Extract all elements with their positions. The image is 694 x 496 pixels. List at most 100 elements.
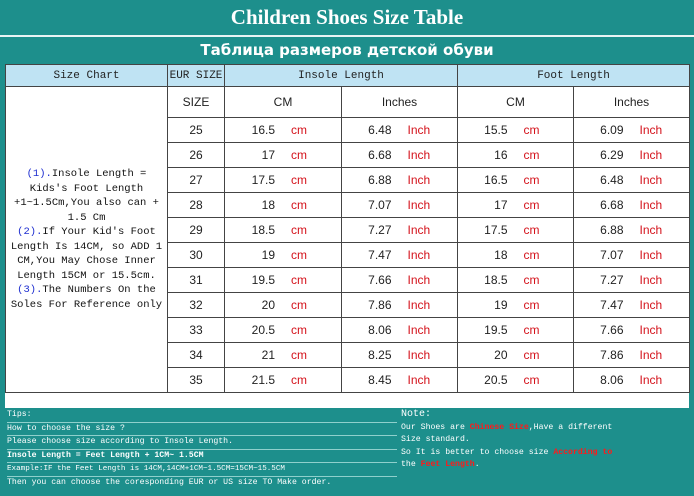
tips-please: Please choose size according to Insole L… bbox=[7, 435, 397, 449]
insole-inch-value: 8.25 bbox=[368, 348, 392, 362]
foot-cm-value: 20.5 bbox=[484, 373, 508, 387]
foot-inch-cell: 6.68 Inch bbox=[573, 192, 691, 218]
foot-cm-unit: cm bbox=[523, 223, 540, 237]
foot-inch-cell: 7.27 Inch bbox=[573, 267, 691, 293]
size-table: Size Chart EUR SIZE Insole Length Foot L… bbox=[5, 64, 691, 393]
insole-inch-cell: 7.07 Inch bbox=[340, 192, 459, 218]
foot-cm-unit: cm bbox=[523, 173, 540, 187]
foot-cm-cell: 18 cm bbox=[457, 242, 575, 268]
table-row: 27 17.5 cm 6.88 Inch 16.5 cm 6.48 Inch bbox=[6, 167, 691, 193]
title-russian: Таблица размеров детской обуви bbox=[0, 35, 694, 65]
note-line-4-a: the bbox=[401, 460, 421, 469]
foot-cm-value: 18 bbox=[494, 248, 508, 262]
insole-cm-value: 18 bbox=[261, 198, 275, 212]
foot-inch-unit: Inch bbox=[639, 298, 663, 312]
foot-inch-value: 7.47 bbox=[600, 298, 624, 312]
foot-inch-value: 6.09 bbox=[600, 123, 624, 137]
insole-cm-cell: 19.5 cm bbox=[224, 267, 342, 293]
foot-cm-value: 18.5 bbox=[484, 273, 508, 287]
foot-inch-unit: Inch bbox=[639, 373, 663, 387]
insole-cm-subheader: CM bbox=[224, 86, 342, 118]
insole-inch-value: 7.66 bbox=[368, 273, 392, 287]
insole-cm-unit: cm bbox=[291, 323, 307, 337]
insole-cm-cell: 21 cm bbox=[224, 342, 342, 368]
insole-inch-unit: Inch bbox=[407, 198, 431, 212]
foot-cm-unit: cm bbox=[523, 323, 540, 337]
insole-cm-unit: cm bbox=[291, 348, 307, 362]
insole-inch-cell: 7.27 Inch bbox=[340, 217, 459, 243]
insole-cm-unit: cm bbox=[291, 123, 307, 137]
foot-cm-value: 17.5 bbox=[484, 223, 508, 237]
foot-cm-value: 19 bbox=[494, 298, 508, 312]
note-line-1: Our Shoes are Chinese Size,Have a differ… bbox=[401, 422, 689, 435]
eur-size-cell: 28 bbox=[167, 192, 225, 218]
eur-size-value: 33 bbox=[189, 323, 203, 337]
note-3-number: (3). bbox=[17, 284, 43, 296]
note-line-4-c: . bbox=[474, 460, 480, 469]
eur-size-cell: 33 bbox=[167, 317, 225, 343]
insole-cm-unit: cm bbox=[291, 198, 307, 212]
insole-inch-cell: 8.06 Inch bbox=[340, 317, 459, 343]
table-row: 34 21 cm 8.25 Inch 20 cm 7.86 Inch bbox=[6, 342, 691, 368]
note-chinese-size: Chinese Size bbox=[469, 422, 529, 432]
foot-cm-cell: 19.5 cm bbox=[457, 317, 575, 343]
note-line-3-a: So It is better to choose size bbox=[401, 447, 554, 457]
insole-inch-unit: Inch bbox=[407, 273, 431, 287]
foot-inch-value: 6.29 bbox=[600, 148, 624, 162]
note-line-2: Size standard. bbox=[401, 435, 470, 444]
insole-inch-unit: Inch bbox=[407, 248, 431, 262]
foot-inch-unit: Inch bbox=[639, 173, 663, 187]
foot-inch-cell: 7.47 Inch bbox=[573, 292, 691, 318]
foot-inch-cell: 6.88 Inch bbox=[573, 217, 691, 243]
insole-cm-cell: 17 cm bbox=[224, 142, 342, 168]
eur-size-cell: 34 bbox=[167, 342, 225, 368]
insole-cm-unit: cm bbox=[291, 148, 307, 162]
foot-cm-unit: cm bbox=[523, 373, 540, 387]
foot-inch-value: 6.68 bbox=[600, 198, 624, 212]
insole-cm-value: 17.5 bbox=[251, 173, 275, 187]
foot-cm-cell: 16 cm bbox=[457, 142, 575, 168]
foot-cm-unit: cm bbox=[523, 298, 540, 312]
foot-cm-cell: 20.5 cm bbox=[457, 367, 575, 393]
note-1-number: (1). bbox=[26, 168, 52, 180]
foot-length-header: Foot Length bbox=[457, 64, 691, 87]
foot-cm-cell: 17.5 cm bbox=[457, 217, 575, 243]
insole-length-header: Insole Length bbox=[223, 64, 459, 87]
size-table-wrapper: Size Chart EUR SIZE Insole Length Foot L… bbox=[5, 64, 691, 408]
insole-inch-value: 7.27 bbox=[368, 223, 392, 237]
foot-inches-subheader: Inches bbox=[573, 86, 691, 118]
table-row: 32 20 cm 7.86 Inch 19 cm 7.47 Inch bbox=[6, 292, 691, 318]
table-row: 33 20.5 cm 8.06 Inch 19.5 cm 7.66 Inch bbox=[6, 317, 691, 343]
foot-cm-unit: cm bbox=[523, 123, 540, 137]
insole-inch-value: 7.47 bbox=[368, 248, 392, 262]
note-1-text: Insole Length = Kids's Foot Length +1~1.… bbox=[14, 168, 159, 224]
eur-size-value: 31 bbox=[189, 273, 203, 287]
tips-how: How to choose the size ? bbox=[7, 421, 397, 436]
insole-inch-cell: 7.66 Inch bbox=[340, 267, 459, 293]
size-notes-cell: (1).Insole Length = Kids's Foot Length +… bbox=[5, 86, 168, 393]
foot-inch-value: 7.27 bbox=[600, 273, 624, 287]
note-line-1-a: Our Shoes are bbox=[401, 422, 470, 432]
eur-size-cell: 29 bbox=[167, 217, 225, 243]
note-line-4: the Feet Length. bbox=[401, 459, 689, 472]
insole-cm-unit: cm bbox=[291, 223, 307, 237]
foot-cm-subheader: CM bbox=[457, 86, 575, 118]
note-line-3: So It is better to choose size According… bbox=[401, 447, 689, 460]
insole-inch-value: 7.86 bbox=[368, 298, 392, 312]
foot-cm-cell: 19 cm bbox=[457, 292, 575, 318]
insole-inch-cell: 8.25 Inch bbox=[340, 342, 459, 368]
insole-cm-value: 19 bbox=[261, 248, 275, 262]
insole-cm-cell: 16.5 cm bbox=[224, 117, 342, 143]
insole-inch-unit: Inch bbox=[407, 298, 431, 312]
eur-size-cell: 25 bbox=[167, 117, 225, 143]
insole-cm-unit: cm bbox=[291, 373, 307, 387]
insole-cm-value: 16.5 bbox=[251, 123, 275, 137]
insole-inch-value: 6.88 bbox=[368, 173, 392, 187]
footer-tips: Tips: How to choose the size ? Please ch… bbox=[7, 409, 397, 489]
foot-cm-cell: 16.5 cm bbox=[457, 167, 575, 193]
insole-cm-unit: cm bbox=[291, 298, 307, 312]
insole-cm-cell: 17.5 cm bbox=[224, 167, 342, 193]
insole-cm-value: 21.5 bbox=[251, 373, 275, 387]
eur-size-value: 34 bbox=[189, 348, 203, 362]
insole-inch-unit: Inch bbox=[407, 323, 431, 337]
